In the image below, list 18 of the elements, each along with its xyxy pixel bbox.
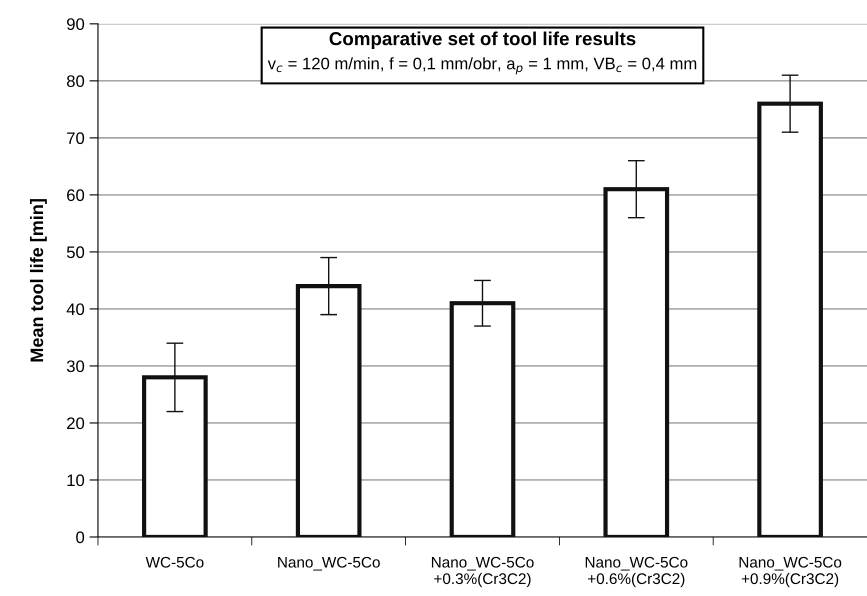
text: v$_{c}$ = 120 m/min, f = 0,1 mm/obr, a$_{p}$ = 1 mm, VB$_{c}$ = 0,4 mm bbox=[268, 57, 696, 74]
y-tick-label: 20 bbox=[67, 417, 84, 430]
y-tick-label: 0 bbox=[76, 531, 84, 544]
chart-title: Comparative set of tool life results bbox=[330, 32, 636, 50]
x-tick-label: WC-5Co bbox=[146, 556, 204, 568]
y-axis-title: Mean tool life [min] bbox=[30, 199, 47, 362]
x-tick-label: Nano_WC-5Co +0.9%(Cr3C2) bbox=[740, 556, 842, 588]
y-tick-label: 50 bbox=[66, 246, 84, 258]
x-tick-label: Nano_WC-5Co bbox=[278, 556, 380, 571]
y-tick-label: 90 bbox=[67, 18, 84, 30]
y-tick-label: 60 bbox=[67, 189, 84, 202]
x-tick-label: Nano_WC-5Co +0.3%(Cr3C2) bbox=[432, 556, 534, 588]
y-tick-label: 30 bbox=[66, 360, 84, 372]
y-tick-label: 40 bbox=[66, 303, 84, 316]
y-tick-label: 10 bbox=[68, 474, 84, 486]
x-tick-label: Nano_WC-5Co +0.6%(Cr3C2) bbox=[586, 556, 688, 588]
y-tick-label: 70 bbox=[67, 132, 84, 144]
y-tick-label: 80 bbox=[66, 75, 84, 88]
